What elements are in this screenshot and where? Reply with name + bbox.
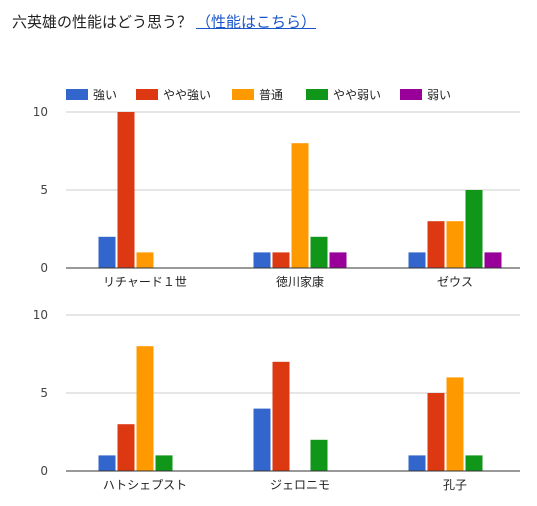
legend-swatch [136,89,158,100]
bar [408,455,426,471]
bar [155,455,173,471]
chart-title: 六英雄の性能はどう思う？ [12,13,193,31]
bar [98,236,116,268]
bar [465,190,483,268]
bar [98,455,116,471]
legend-item-somewhat-weak: やや弱い [306,86,381,103]
chart-header: 六英雄の性能はどう思う？ （性能はこちら） [12,12,316,32]
bar [272,361,290,471]
bar [291,143,309,268]
x-category-label: リチャード１世 [103,275,187,289]
bar [253,408,271,471]
bar [117,424,135,471]
performance-link[interactable]: （性能はこちら） [196,13,317,31]
y-tick-label: 10 [33,105,48,119]
legend-item-normal: 普通 [232,86,283,103]
legend-swatch [306,89,328,100]
bar [446,377,464,471]
bar [465,455,483,471]
bar [329,252,347,268]
y-tick-label: 5 [40,386,48,400]
legend-swatch [400,89,422,100]
bar [427,221,445,268]
bar [310,236,328,268]
bar [408,252,426,268]
y-tick-label: 5 [40,183,48,197]
bar [117,112,135,268]
legend-item-strong: 強い [66,86,117,103]
bar [253,252,271,268]
legend-swatch [66,89,88,100]
bar [272,252,290,268]
legend-swatch [232,89,254,100]
bar [427,393,445,471]
bar [310,439,328,471]
bar [136,252,154,268]
y-tick-label: 0 [40,464,48,478]
x-category-label: ハトシェプスト [103,478,187,492]
bar [136,346,154,471]
x-category-label: ゼウス [437,275,473,289]
bar [484,252,502,268]
legend-item-weak: 弱い [400,86,451,103]
legend-item-somewhat-strong: やや強い [136,86,211,103]
x-category-label: ジェロニモ [270,478,330,492]
x-category-label: 孔子 [443,478,467,492]
bar [446,221,464,268]
y-tick-label: 10 [33,308,48,322]
y-tick-label: 0 [40,261,48,275]
x-category-label: 徳川家康 [276,274,324,289]
